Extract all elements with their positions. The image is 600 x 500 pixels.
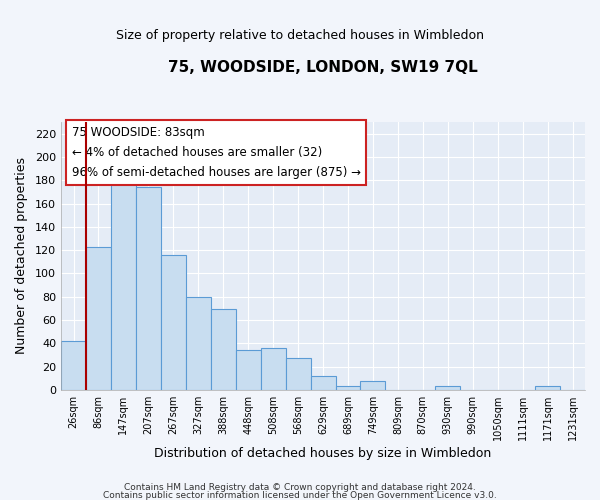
Title: 75, WOODSIDE, LONDON, SW19 7QL: 75, WOODSIDE, LONDON, SW19 7QL <box>168 60 478 75</box>
Bar <box>335 386 361 390</box>
Text: 75 WOODSIDE: 83sqm
← 4% of detached houses are smaller (32)
96% of semi-detached: 75 WOODSIDE: 83sqm ← 4% of detached hous… <box>71 126 361 179</box>
Text: Contains HM Land Registry data © Crown copyright and database right 2024.: Contains HM Land Registry data © Crown c… <box>124 483 476 492</box>
Bar <box>311 376 335 390</box>
Text: Size of property relative to detached houses in Wimbledon: Size of property relative to detached ho… <box>116 28 484 42</box>
Bar <box>186 296 211 390</box>
X-axis label: Distribution of detached houses by size in Wimbledon: Distribution of detached houses by size … <box>154 447 491 460</box>
Bar <box>211 310 236 390</box>
Bar <box>236 350 260 390</box>
Bar <box>436 386 460 390</box>
Bar <box>161 254 186 390</box>
Bar <box>361 380 385 390</box>
Bar <box>136 187 161 390</box>
Bar <box>260 348 286 390</box>
Bar <box>535 386 560 390</box>
Bar <box>111 176 136 390</box>
Bar <box>86 246 111 390</box>
Bar <box>61 341 86 390</box>
Bar <box>286 358 311 390</box>
Y-axis label: Number of detached properties: Number of detached properties <box>15 158 28 354</box>
Text: Contains public sector information licensed under the Open Government Licence v3: Contains public sector information licen… <box>103 490 497 500</box>
